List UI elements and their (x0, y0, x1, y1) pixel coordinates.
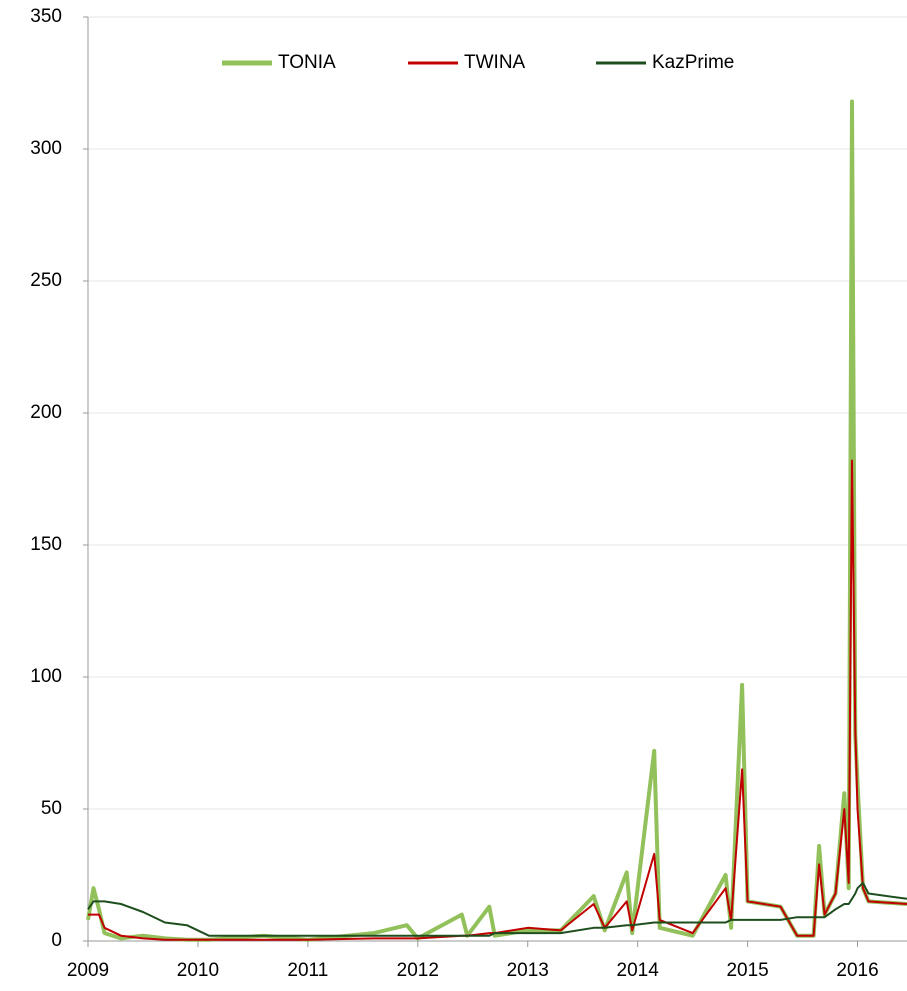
y-tick-label: 0 (51, 930, 62, 951)
x-tick-label: 2013 (507, 960, 549, 981)
y-tick-label: 200 (30, 402, 62, 423)
y-tick-label: 250 (30, 270, 62, 291)
series-line (87, 881, 907, 937)
y-tick-label: 150 (30, 534, 62, 555)
x-tick-label: 2012 (397, 960, 439, 981)
x-tick-label: 2015 (726, 960, 768, 981)
legend-label: TWINA (464, 52, 526, 73)
series-line (88, 459, 907, 941)
x-tick-label: 2011 (287, 960, 328, 981)
y-tick-label: 50 (41, 798, 62, 819)
x-tick-label: 2014 (617, 960, 660, 981)
series-line (86, 99, 907, 942)
x-tick-label: 2010 (177, 960, 219, 981)
legend-label: TONIA (278, 52, 336, 73)
x-tick-label: 2009 (67, 960, 109, 981)
legend-label: KazPrime (652, 52, 734, 73)
y-tick-label: 350 (30, 6, 62, 27)
y-tick-label: 300 (30, 138, 62, 159)
y-tick-label: 100 (30, 666, 62, 687)
x-tick-label: 2016 (836, 960, 878, 981)
